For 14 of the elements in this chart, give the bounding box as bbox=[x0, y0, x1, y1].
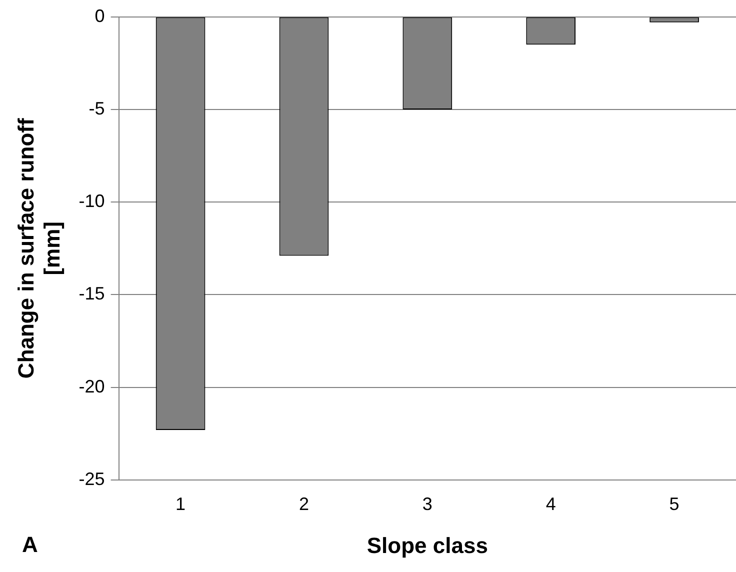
x-tick-label: 1 bbox=[176, 494, 186, 514]
x-axis-title: Slope class bbox=[366, 532, 488, 558]
y-tick-label: -20 bbox=[78, 376, 105, 396]
x-tick-label: 4 bbox=[546, 494, 556, 514]
y-axis-title: Change in surface runoff [mm] bbox=[13, 118, 65, 379]
y-tick-label: 0 bbox=[94, 6, 105, 26]
text: A bbox=[22, 532, 38, 558]
x-tick-label: 5 bbox=[669, 494, 680, 514]
x-tick-label: 2 bbox=[298, 494, 309, 514]
y-tick-label: -10 bbox=[78, 191, 105, 212]
y-tick-label: -5 bbox=[88, 98, 105, 118]
y-tick-label: -15 bbox=[78, 284, 105, 304]
y-tick-label: -25 bbox=[78, 468, 105, 489]
x-tick-label: 3 bbox=[422, 494, 432, 514]
